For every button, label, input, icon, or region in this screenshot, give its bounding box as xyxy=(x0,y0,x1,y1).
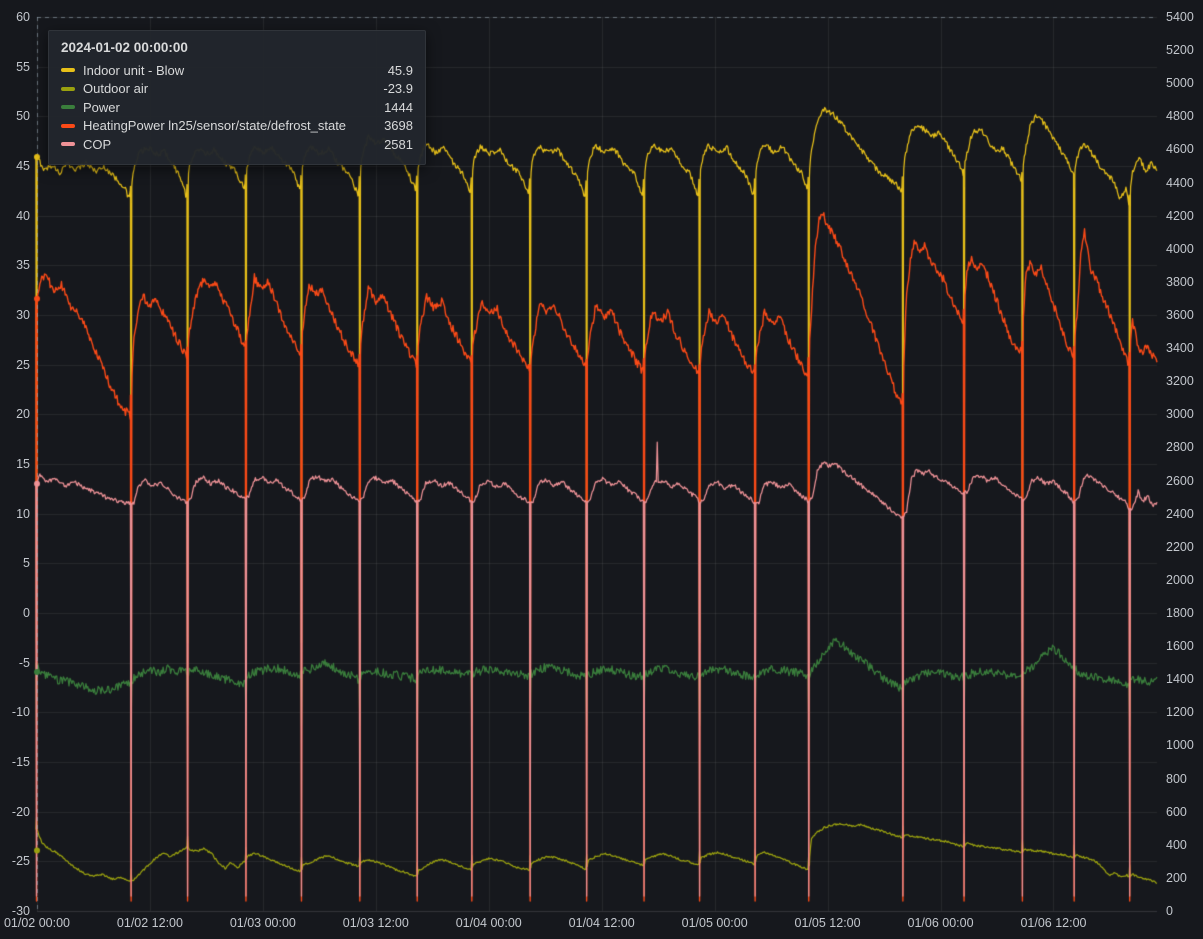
tooltip-series-row: Power 1444 xyxy=(61,98,413,117)
tooltip-series-row: HeatingPower ln25/sensor/state/defrost_s… xyxy=(61,117,413,136)
series-value: -23.9 xyxy=(383,81,413,97)
series-color-swatch xyxy=(61,142,75,147)
x-tick-label: 01/06 12:00 xyxy=(1020,916,1087,930)
y-right-tick-label: 1000 xyxy=(1166,738,1194,753)
y-right-tick-label: 200 xyxy=(1166,870,1187,885)
y-left-tick-label: 40 xyxy=(16,208,30,223)
series-value: 2581 xyxy=(384,136,413,152)
y-left-tick-label: 50 xyxy=(16,109,30,124)
series-color-swatch xyxy=(61,123,75,128)
series-label: HeatingPower ln25/sensor/state/defrost_s… xyxy=(83,118,347,134)
y-right-tick-label: 4400 xyxy=(1166,175,1194,190)
x-tick-label: 01/03 12:00 xyxy=(342,916,409,930)
series-label: Power xyxy=(83,99,120,115)
y-left-tick-label: 5 xyxy=(23,556,30,571)
tooltip-timestamp: 2024-01-02 00:00:00 xyxy=(61,40,188,55)
y-left-tick-label: -5 xyxy=(18,655,30,670)
series-color-swatch xyxy=(61,68,75,73)
y-right-tick-label: 2000 xyxy=(1166,572,1194,587)
y-right-tick-label: 400 xyxy=(1166,837,1187,852)
y-left-tick-label: -15 xyxy=(11,755,30,769)
y-right-tick-label: 2600 xyxy=(1166,473,1194,488)
series-label: Outdoor air xyxy=(83,81,149,97)
tooltip-series-row: COP 2581 xyxy=(61,135,413,154)
y-right-tick-label: 3200 xyxy=(1166,374,1194,389)
y-right-tick-label: 4000 xyxy=(1166,241,1194,256)
y-left-tick-label: 60 xyxy=(16,10,30,24)
series-color-swatch xyxy=(61,105,75,110)
y-left-tick-label: -30 xyxy=(11,904,30,918)
y-right-tick-label: 3600 xyxy=(1166,308,1194,322)
tooltip-series-row: Indoor unit - Blow 45.9 xyxy=(61,61,413,80)
y-right-tick-label: 600 xyxy=(1166,804,1187,819)
y-right-tick-label: 1800 xyxy=(1166,606,1194,620)
x-tick-label: 01/04 00:00 xyxy=(455,916,522,930)
y-right-tick-label: 3000 xyxy=(1166,407,1194,422)
series-label: Indoor unit - Blow xyxy=(83,62,185,78)
y-left-tick-label: 45 xyxy=(16,159,30,173)
y-left-tick-label: -20 xyxy=(11,804,30,819)
y-left-tick-label: 0 xyxy=(23,606,30,620)
series-value: 3698 xyxy=(384,118,413,134)
y-left-tick-label: 30 xyxy=(16,308,30,322)
chart-tooltip: 2024-01-02 00:00:00 Indoor unit - Blow 4… xyxy=(48,30,426,165)
y-left-tick-label: 20 xyxy=(16,407,30,422)
y-left-tick-label: 35 xyxy=(16,258,30,273)
x-tick-label: 01/04 12:00 xyxy=(568,916,635,930)
y-right-tick-label: 3400 xyxy=(1166,341,1194,356)
x-tick-label: 01/05 00:00 xyxy=(681,916,748,930)
series-color-swatch xyxy=(61,86,75,91)
y-right-tick-label: 4200 xyxy=(1166,208,1194,223)
x-tick-label: 01/02 12:00 xyxy=(116,916,183,930)
y-right-tick-label: 5400 xyxy=(1166,10,1194,24)
y-right-tick-label: 800 xyxy=(1166,771,1187,786)
x-tick-label: 01/02 00:00 xyxy=(3,916,71,930)
x-tick-label: 01/03 00:00 xyxy=(229,916,296,930)
y-right-tick-label: 1200 xyxy=(1166,705,1194,720)
y-right-tick-label: 4600 xyxy=(1166,142,1194,157)
y-right-tick-label: 5000 xyxy=(1166,76,1194,91)
y-left-tick-label: -10 xyxy=(11,705,30,720)
x-tick-label: 01/06 00:00 xyxy=(907,916,974,930)
y-right-tick-label: 1400 xyxy=(1166,672,1194,687)
y-right-tick-label: 1600 xyxy=(1166,639,1194,654)
y-left-tick-label: 10 xyxy=(16,506,30,521)
tooltip-series-row: Outdoor air -23.9 xyxy=(61,80,413,99)
y-left-tick-label: 15 xyxy=(16,457,30,471)
series-value: 1444 xyxy=(384,99,413,115)
y-right-tick-label: 3800 xyxy=(1166,274,1194,289)
y-right-tick-label: 0 xyxy=(1166,904,1173,918)
y-left-tick-label: -25 xyxy=(11,854,30,869)
y-right-tick-label: 2400 xyxy=(1166,506,1194,521)
series-value: 45.9 xyxy=(387,62,413,78)
y-left-tick-label: 55 xyxy=(16,59,30,74)
x-tick-label: 01/05 12:00 xyxy=(794,916,861,930)
y-right-tick-label: 4800 xyxy=(1166,109,1194,124)
y-right-tick-label: 5200 xyxy=(1166,43,1194,58)
y-right-tick-label: 2200 xyxy=(1166,539,1194,554)
y-right-tick-label: 2800 xyxy=(1166,440,1194,455)
series-label: COP xyxy=(83,136,112,152)
y-left-tick-label: 25 xyxy=(16,357,30,372)
